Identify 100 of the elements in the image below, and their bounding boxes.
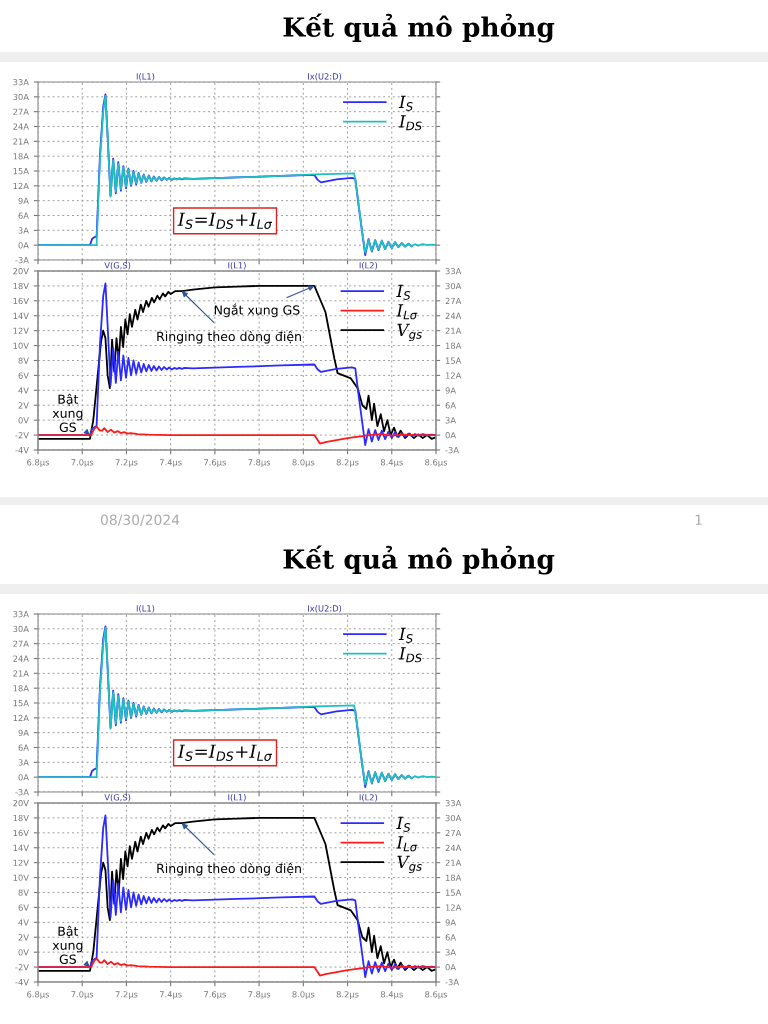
y-tick-label: 16V	[13, 297, 29, 305]
y2-tick-label: 33A	[445, 267, 462, 275]
y-tick-label: 24A	[13, 655, 29, 662]
y-tick-label: 6A	[18, 744, 29, 751]
legend-label: I$_{DS}$	[398, 115, 422, 131]
y2-tick-label: 24A	[445, 312, 462, 319]
y-tick-label: 30A	[13, 93, 29, 101]
y2-tick-label: 24A	[445, 844, 462, 851]
x-tick-label: 7.6µs	[204, 459, 226, 468]
chart-title: Kết quả mô phỏng	[283, 545, 555, 575]
x-tick-label: 7.2µs	[115, 991, 138, 1000]
y-tick-label: -4V	[15, 447, 29, 454]
x-tick-label: 8.2µs	[336, 459, 359, 468]
legend-label: I$_{DS}$	[398, 647, 422, 663]
y-tick-label: 27A	[13, 640, 29, 647]
text: I(L1)	[136, 605, 155, 613]
y-tick-label: 9A	[18, 197, 29, 204]
y2-tick-label: -3A	[445, 978, 459, 986]
y2-tick-label: 12A	[445, 372, 462, 379]
y2-tick-label: 6A	[445, 934, 456, 941]
y2-tick-label: 0A	[445, 964, 456, 971]
y2-tick-label: 27A	[445, 829, 462, 836]
legend-label: I$_{S}$	[396, 816, 411, 832]
text: Ix(U2:D)	[308, 73, 342, 81]
y2-tick-label: 3A	[445, 417, 456, 424]
y-tick-label: 6V	[18, 904, 29, 911]
x-tick-label: 8.0µs	[292, 459, 315, 468]
x-tick-label: 7.0µs	[71, 459, 94, 468]
y2-tick-label: 0A	[445, 432, 456, 439]
y-tick-label: -4V	[15, 979, 29, 986]
y2-tick-label: 30A	[445, 282, 462, 290]
y-tick-label: 16V	[13, 829, 29, 837]
y-tick-label: 21A	[13, 670, 29, 677]
legend-label: V$_{gs}$	[397, 323, 422, 342]
y-tick-label: 6A	[18, 212, 29, 219]
y-tick-label: 4V	[18, 919, 29, 926]
annotation: Ringing theo dòng điện	[157, 862, 301, 876]
y-tick-label: -3A	[15, 256, 29, 264]
y-tick-label: 15A	[13, 700, 29, 707]
x-tick-label: 7.6µs	[204, 991, 226, 1000]
y-tick-label: 0A	[18, 774, 29, 781]
y-tick-label: 12A	[13, 182, 29, 189]
y-tick-label: 10V	[13, 874, 29, 881]
y2-tick-label: 15A	[445, 357, 462, 364]
y-tick-label: 3A	[18, 227, 29, 234]
legend-label: I$_{S}$	[398, 627, 413, 643]
y2-tick-label: 27A	[445, 297, 462, 304]
y-tick-label: 12A	[13, 714, 29, 721]
x-tick-label: 8.4µs	[380, 991, 403, 1000]
x-tick-label: 7.2µs	[115, 459, 138, 468]
text: 1	[695, 514, 702, 525]
legend-label: I$_{S}$	[396, 284, 411, 300]
y-tick-label: 15A	[13, 168, 29, 175]
y2-tick-label: 30A	[445, 814, 462, 822]
chart-title: Kết quả mô phỏng	[283, 13, 555, 43]
x-tick-label: 7.4µs	[159, 459, 182, 468]
y-tick-label: 12V	[13, 859, 29, 866]
text: I(L2)	[359, 262, 378, 270]
y2-tick-label: 9A	[445, 387, 456, 394]
annotation: I$_{S}$=I$_{DS}$+I$_{Lσ}$	[177, 212, 273, 229]
y-tick-label: 2V	[18, 934, 29, 941]
annotation: Ringing theo dòng điện	[157, 330, 301, 344]
y-tick-label: 24A	[13, 123, 29, 130]
y-tick-label: 20V	[13, 799, 29, 807]
legend-label: I$_{S}$	[398, 95, 413, 111]
y2-tick-label: 21A	[445, 859, 462, 866]
y-tick-label: 12V	[13, 327, 29, 334]
y-tick-label: 30A	[13, 625, 29, 633]
y-tick-label: -2V	[15, 432, 29, 439]
y-tick-label: 20V	[13, 267, 29, 275]
annotation: Ngắt xung GS	[214, 303, 300, 318]
y-tick-label: 18A	[13, 685, 29, 692]
y2-tick-label: 15A	[445, 889, 462, 896]
legend-label: I$_{Lσ}$	[396, 836, 418, 852]
y-tick-label: 33A	[13, 78, 29, 86]
x-tick-label: 7.0µs	[71, 991, 94, 1000]
y2-tick-label: 12A	[445, 904, 462, 911]
annotation: Bật xung GS	[52, 393, 83, 432]
y-tick-label: -3A	[15, 788, 29, 796]
legend-label: V$_{gs}$	[397, 855, 422, 874]
y-tick-label: 0A	[18, 242, 29, 249]
text: I(L1)	[228, 262, 246, 270]
annotation: I$_{S}$=I$_{DS}$+I$_{Lσ}$	[177, 744, 273, 761]
y2-tick-label: 21A	[445, 327, 462, 334]
y-tick-label: 2V	[18, 402, 29, 409]
y-tick-label: 18V	[13, 814, 29, 822]
y-tick-label: 6V	[18, 372, 29, 379]
x-tick-label: 8.4µs	[380, 459, 403, 468]
text: Ix(U2:D)	[308, 605, 342, 613]
y-tick-label: 3A	[18, 759, 29, 766]
y-tick-label: 0V	[18, 417, 29, 424]
legend-label: I$_{Lσ}$	[396, 304, 418, 320]
y-tick-label: 10V	[13, 342, 29, 349]
y2-tick-label: 9A	[445, 919, 456, 926]
text: I(L1)	[228, 794, 246, 802]
y-tick-label: 14V	[13, 844, 29, 851]
y-tick-label: 14V	[13, 312, 29, 319]
y-tick-label: 8V	[18, 357, 29, 364]
y-tick-label: 8V	[18, 889, 29, 896]
y2-tick-label: 18A	[445, 874, 462, 881]
